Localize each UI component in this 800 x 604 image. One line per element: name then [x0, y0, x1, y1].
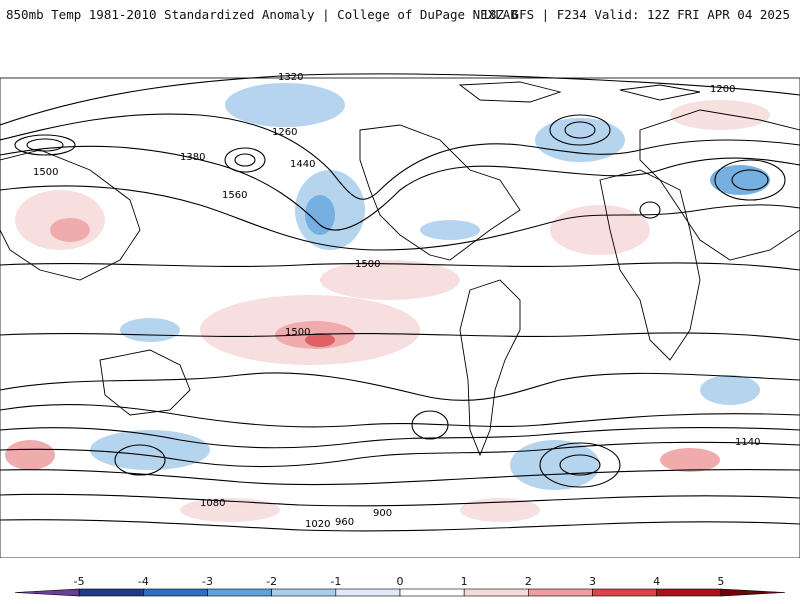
colorbar-segment [271, 588, 337, 597]
contour-label: 1500 [355, 259, 380, 270]
colorbar-segment [463, 588, 529, 597]
colorbar-svg: -5 -4 -3 -2 -1 0 1 2 3 4 5 [14, 575, 786, 597]
colorbar-tick-label: 1 [461, 575, 468, 588]
model-run-info: 18Z GFS | F234 Valid: 12Z FRI APR 04 202… [481, 7, 790, 22]
contour-label: 1200 [710, 84, 735, 95]
colorbar-tick-label: 5 [717, 575, 724, 588]
colorbar-segment [656, 588, 722, 597]
colorbar-tick-label: -5 [74, 575, 85, 588]
map-title: 850mb Temp 1981-2010 Standardized Anomal… [6, 7, 518, 22]
contour-label: 1020 [305, 519, 330, 530]
colorbar-segment [720, 588, 786, 597]
map-canvas: 1320 1260 1200 1500 1440 1380 1560 1500 … [0, 72, 800, 558]
contour-label: 1440 [290, 159, 315, 170]
contour-label: 1080 [200, 498, 225, 509]
anomaly-shading [5, 83, 770, 522]
colorbar-segment [399, 588, 465, 597]
contour-label: 1260 [272, 127, 297, 138]
contour-label: 960 [335, 517, 354, 528]
contour-label: 1560 [222, 190, 247, 201]
colorbar-segment [335, 588, 401, 597]
contour-value-labels: 1320 1260 1200 1500 1440 1380 1560 1500 … [33, 72, 760, 530]
colorbar-tick-label: 2 [525, 575, 532, 588]
colorbar-tick-label: -4 [138, 575, 149, 588]
colorbar-segment [14, 588, 80, 597]
anomaly-map: 1320 1260 1200 1500 1440 1380 1560 1500 … [0, 30, 800, 558]
contour-label: 1140 [735, 437, 760, 448]
contour-label: 1380 [180, 152, 205, 163]
anomaly-colorbar: -5 -4 -3 -2 -1 0 1 2 3 4 5 [0, 570, 800, 600]
contour-label: 1320 [278, 72, 303, 83]
colorbar-segment [528, 588, 593, 597]
colorbar-segment [592, 588, 657, 597]
contour-label: 900 [373, 508, 392, 519]
height-contours [0, 73, 800, 532]
contour-label: 1500 [33, 167, 58, 178]
colorbar-segment [78, 588, 144, 597]
colorbar-tick-label: -3 [202, 575, 213, 588]
colorbar-tick-label: 4 [653, 575, 660, 588]
colorbar-segment [207, 588, 272, 597]
colorbar-tick-label: 3 [589, 575, 596, 588]
map-header: 850mb Temp 1981-2010 Standardized Anomal… [0, 0, 800, 30]
colorbar-segment [143, 588, 208, 597]
colorbar-tick-label: -2 [266, 575, 277, 588]
colorbar-tick-label: -1 [330, 575, 341, 588]
contour-label: 1500 [285, 327, 310, 338]
colorbar-tick-label: 0 [397, 575, 404, 588]
